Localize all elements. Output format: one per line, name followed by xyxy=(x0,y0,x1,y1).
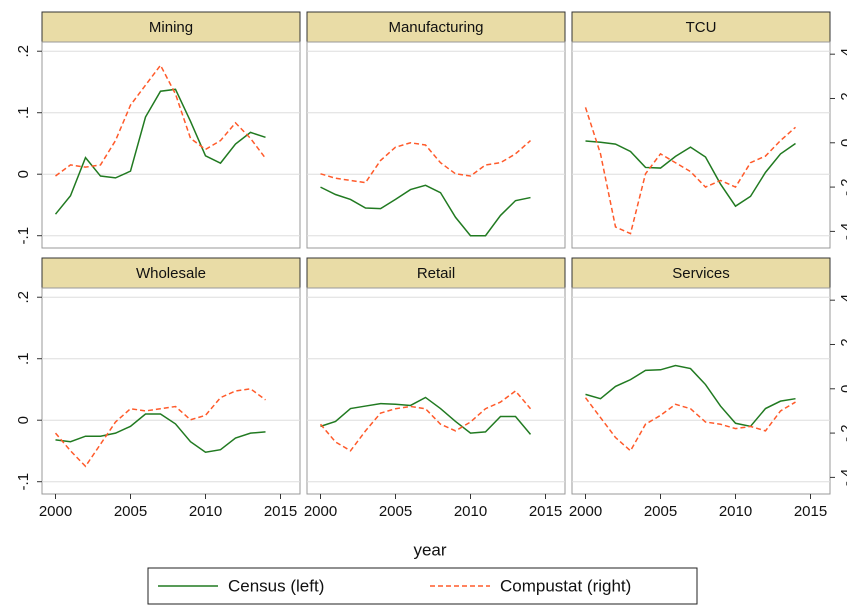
x-tick-label: 2010 xyxy=(454,503,487,520)
plot-area xyxy=(41,287,301,495)
series-line xyxy=(55,63,267,177)
series-line xyxy=(54,387,266,468)
y-tick-label: .2 xyxy=(15,291,32,304)
series-line xyxy=(55,413,266,453)
y2-tick-label: -.4 xyxy=(838,469,847,487)
x-tick-label: 2000 xyxy=(304,503,337,520)
y-tick-label: .1 xyxy=(15,106,32,119)
y2-tick-label: -.2 xyxy=(838,424,847,442)
y-tick-label: .2 xyxy=(15,45,32,58)
panel-title: Services xyxy=(672,265,730,282)
x-tick-label: 2000 xyxy=(569,503,602,520)
panel-title: Mining xyxy=(149,19,193,36)
y2-tick-label: -.2 xyxy=(838,178,847,196)
y2-tick-label: .4 xyxy=(838,294,847,307)
panel-title: Wholesale xyxy=(136,265,206,282)
y-tick-label: -.1 xyxy=(15,473,32,491)
x-tick-label: 2005 xyxy=(644,503,677,520)
plot-area xyxy=(306,287,566,495)
plot-area xyxy=(306,41,566,249)
x-tick-label: 2015 xyxy=(264,503,297,520)
y2-tick-label: .2 xyxy=(838,338,847,351)
plot-area xyxy=(41,41,301,249)
x-tick-label: 2005 xyxy=(379,503,412,520)
series-line xyxy=(319,389,532,452)
x-axis-label: year xyxy=(413,540,446,559)
legend-label: Census (left) xyxy=(228,576,324,595)
panel-header xyxy=(306,257,566,289)
y-tick-label: -.1 xyxy=(15,227,32,245)
y2-tick-label: -.4 xyxy=(838,223,847,241)
series-line xyxy=(320,140,531,184)
series-line xyxy=(54,88,266,215)
y2-tick-label: .4 xyxy=(838,48,847,61)
panel-title: TCU xyxy=(686,19,717,36)
series-line xyxy=(320,396,532,435)
x-tick-label: 2010 xyxy=(719,503,752,520)
panel-header xyxy=(571,257,831,289)
panel-header xyxy=(571,11,831,43)
legend-box xyxy=(147,567,698,605)
panel-title: Retail xyxy=(417,265,455,282)
y-tick-label: .1 xyxy=(15,352,32,365)
x-tick-label: 2015 xyxy=(529,503,562,520)
plot-area xyxy=(571,287,831,495)
y-tick-label: 0 xyxy=(15,416,32,424)
panel-header xyxy=(306,11,566,43)
plot-area xyxy=(571,41,831,249)
x-tick-label: 2015 xyxy=(794,503,827,520)
x-tick-label: 2000 xyxy=(39,503,72,520)
panel-header xyxy=(41,11,301,43)
series-line xyxy=(584,107,796,235)
panel-title: Manufacturing xyxy=(388,19,483,36)
panel-header xyxy=(41,257,301,289)
y2-tick-label: 0 xyxy=(838,139,847,147)
y-tick-label: 0 xyxy=(15,170,32,178)
y2-tick-label: .2 xyxy=(838,92,847,105)
legend-label: Compustat (right) xyxy=(500,576,631,595)
series-line xyxy=(320,184,531,237)
x-tick-label: 2005 xyxy=(114,503,147,520)
series-line xyxy=(585,364,796,428)
y2-tick-label: 0 xyxy=(838,385,847,393)
series-line xyxy=(584,397,796,452)
x-tick-label: 2010 xyxy=(189,503,222,520)
series-line xyxy=(585,140,796,208)
